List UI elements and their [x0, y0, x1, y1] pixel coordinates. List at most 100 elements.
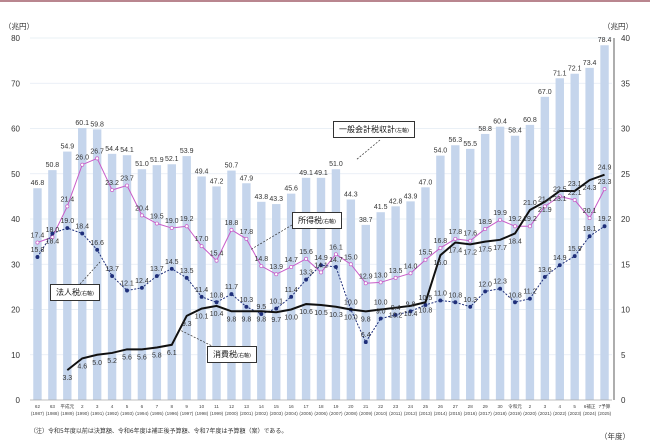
data-labels: 46.850.854.960.1 59.854.4 54.151.051.9 52.1…	[31, 37, 612, 382]
line-value-label: 23.7	[120, 176, 134, 183]
data-point	[483, 289, 488, 294]
x-tick-year: (2009)	[359, 411, 373, 416]
legend-income-tax-label: 所得税	[298, 216, 322, 225]
bar-total-tax	[391, 206, 400, 400]
data-point	[65, 226, 70, 230]
line-value-label: 15.6	[299, 249, 313, 256]
x-tick-era: 平成元	[60, 403, 74, 410]
line-value-label: 14.7	[284, 257, 298, 264]
data-point	[80, 231, 85, 236]
x-tick-era: 13	[244, 404, 250, 409]
x-tick-year: (2011)	[389, 411, 402, 416]
line-value-label: 23.2	[105, 180, 119, 187]
line-value-label: 15.0	[344, 254, 358, 261]
left-tick-label: 20	[11, 306, 20, 315]
x-tick-era: 62	[35, 404, 41, 409]
line-value-label: 13.5	[389, 268, 403, 275]
x-tick-year: (1987)	[31, 411, 45, 416]
line-value-label: 14.9	[553, 255, 567, 262]
line-value-label: 16.6	[90, 240, 104, 247]
line-value-label: 19.2	[523, 216, 537, 223]
line-value-label: 14.1	[314, 262, 328, 269]
bar-total-tax	[301, 177, 311, 400]
bar-total-tax	[316, 177, 326, 400]
x-tick-era: 29	[483, 404, 489, 409]
right-tick-label: 35	[621, 79, 630, 88]
line-value-label: 17.8	[448, 229, 462, 236]
x-tick-era: 19	[333, 404, 339, 409]
line-value-label: 23.1	[553, 196, 567, 203]
bar-total-tax	[242, 183, 251, 400]
bar-value-label: 46.8	[31, 180, 45, 187]
x-tick-era: 7予算	[599, 403, 611, 410]
x-tick-year: (2017)	[479, 411, 493, 416]
data-point	[438, 298, 443, 303]
bar-total-tax	[257, 201, 266, 400]
x-tick-year: (2021)	[538, 411, 552, 416]
bar-value-label: 49.1	[299, 170, 313, 177]
line-value-label: 17.8	[240, 229, 254, 236]
x-tick-era: 令和元	[508, 403, 522, 410]
bar-total-tax	[137, 169, 147, 400]
right-tick-label: 10	[621, 306, 630, 315]
line-series	[35, 156, 607, 371]
x-tick-era: 8	[170, 404, 173, 409]
data-point	[498, 286, 503, 291]
line-value-label: 10.4	[210, 311, 224, 318]
x-tick-era: 4	[111, 404, 114, 409]
line-value-label: 12.4	[135, 278, 149, 285]
x-tick-era: 63	[50, 404, 56, 409]
line-value-label: 6.4	[361, 332, 371, 339]
line-value-label: 17.4	[448, 248, 462, 255]
line-value-label: 18.9	[478, 219, 492, 226]
x-tick-year: (2004)	[285, 411, 299, 416]
legend-total-tax-label: 一般会計税収計	[339, 125, 395, 134]
line-value-label: 9.8	[227, 316, 237, 323]
line-value-label: 16.0	[434, 260, 448, 267]
line-value-label: 15.8	[31, 247, 45, 254]
x-tick-era: 11	[214, 404, 219, 409]
line-value-label: 13.7	[150, 266, 164, 273]
data-point	[393, 312, 398, 317]
line-value-label: 18.4	[508, 238, 522, 245]
x-tick-year: (2016)	[464, 411, 478, 416]
bar-total-tax	[406, 201, 415, 400]
line-value-label: 10.8	[448, 292, 462, 299]
line-value-label: 10.3	[463, 297, 477, 304]
data-point	[50, 231, 55, 236]
bar-value-label: 42.8	[389, 198, 403, 205]
x-tick-era: 26	[438, 404, 444, 409]
bar-value-label: 50.8	[46, 162, 60, 169]
bar-value-label: 51.9	[150, 157, 164, 164]
data-point	[453, 300, 458, 305]
legend-corporate-tax-axis: (右軸)	[80, 291, 94, 297]
data-point	[348, 262, 353, 267]
x-tick-year: (2020)	[523, 411, 537, 416]
x-tick-era: 6補正	[584, 403, 596, 410]
right-tick-label: 5	[621, 351, 626, 360]
legend-income-tax-axis: (右軸)	[322, 219, 336, 225]
left-tick-label: 0	[16, 396, 21, 405]
x-tick-era: 9	[185, 404, 188, 409]
line-value-label: 9.7	[271, 317, 281, 324]
line-value-label: 6.1	[167, 350, 177, 357]
data-point	[557, 263, 562, 268]
line-value-label: 13.7	[105, 266, 119, 273]
line-value-label: 14.0	[404, 263, 418, 270]
x-tick-year: (2000)	[225, 411, 239, 416]
x-tick-year: (1997)	[180, 411, 194, 416]
data-point	[154, 274, 159, 278]
data-point	[319, 270, 323, 275]
bar-total-tax	[78, 128, 87, 401]
line-value-label: 19.0	[165, 218, 179, 225]
line-value-label: 12.1	[120, 280, 134, 287]
line-value-label: 13.3	[299, 270, 313, 277]
x-tick-year: (1996)	[165, 411, 179, 416]
bar-total-tax	[495, 126, 505, 400]
line-value-label: 9.0	[376, 309, 386, 316]
bar-total-tax	[212, 186, 221, 400]
x-tick-era: 16	[289, 404, 295, 409]
bar-value-label: 73.4	[583, 60, 597, 67]
x-tick-era: 27	[453, 404, 459, 409]
